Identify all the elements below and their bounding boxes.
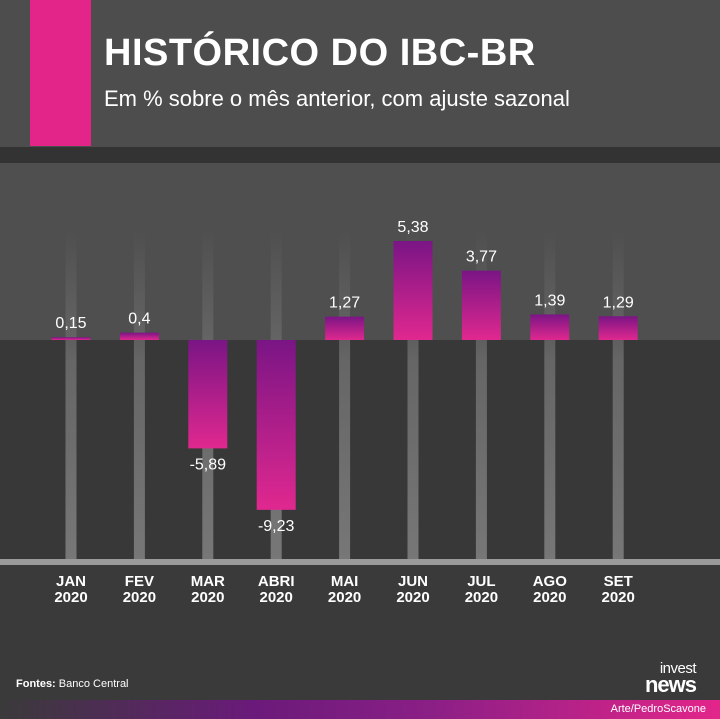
bar-poles [65,230,624,559]
x-tick-label: 2020 [260,589,293,606]
x-tick-label: 2020 [465,589,498,606]
data-label: 0,15 [55,315,86,332]
x-tick-label: AGO [533,573,568,590]
x-tick-label: ABRI [258,573,295,590]
positive-area [0,163,720,340]
header: HISTÓRICO DO IBC-BR Em % sobre o mês ant… [0,0,720,147]
source-note: Fontes: Banco Central [16,678,129,690]
bar [598,316,638,340]
chart-baseline [0,559,720,565]
data-label: 1,39 [534,292,565,309]
bar-pole [544,230,556,559]
data-label: -9,23 [258,518,295,535]
x-tick-label: 2020 [328,589,361,606]
accent-bar [30,0,91,146]
x-tick-label: 2020 [602,589,635,606]
brand-logo-bottom: news [644,672,697,697]
data-label: 0,4 [128,311,150,328]
bar [461,270,501,340]
data-label: 1,27 [329,295,360,312]
x-tick-label: MAR [191,573,225,590]
bar [325,316,365,340]
x-tick-label: 2020 [123,589,156,606]
value-labels: 0,15 0,4 -5,89 -9,23 1,27 5,38 3,77 1,39 1,29 [55,219,633,535]
x-tick-label: 2020 [396,589,429,606]
bar-pole [133,230,145,559]
x-tick-label: JAN [56,573,86,590]
x-tick-label: MAI [331,573,359,590]
bar-pole [65,230,77,559]
negative-area [0,340,720,561]
bars [51,241,638,510]
x-tick-label: SET [604,573,633,590]
bar [51,337,91,340]
x-tick-label: 2020 [54,589,87,606]
data-label: 3,77 [466,249,497,266]
data-label: 1,29 [603,294,634,311]
x-tick-labels: JAN2020FEV2020MAR2020ABRI2020MAI2020JUN2… [54,573,635,606]
data-label: -5,89 [190,456,227,473]
brand-logo: invest news [636,660,708,697]
x-tick-label: 2020 [533,589,566,606]
header-band [0,147,720,163]
chart-title: HISTÓRICO DO IBC-BR [104,32,536,74]
art-credit: Arte/PedroScavone [610,703,706,715]
bar [119,332,159,340]
data-label: 5,38 [397,219,428,236]
footer-gradient-strip [0,700,720,719]
bar [188,340,228,449]
bar [530,314,570,340]
x-tick-label: 2020 [191,589,224,606]
brand-logo-top: invest [659,660,697,677]
bar-pole [339,230,351,559]
bar [393,241,433,340]
x-tick-label: JUN [398,573,428,590]
x-tick-label: JUL [467,573,495,590]
source-value: Banco Central [58,678,129,690]
chart-subtitle: Em % sobre o mês anterior, com ajuste sa… [104,86,570,111]
source-label: Fontes: [16,678,56,690]
bar-pole [407,230,419,559]
x-tick-label: FEV [125,573,154,590]
bar-pole [475,230,487,559]
bar-pole [612,230,624,559]
bar [256,340,296,510]
